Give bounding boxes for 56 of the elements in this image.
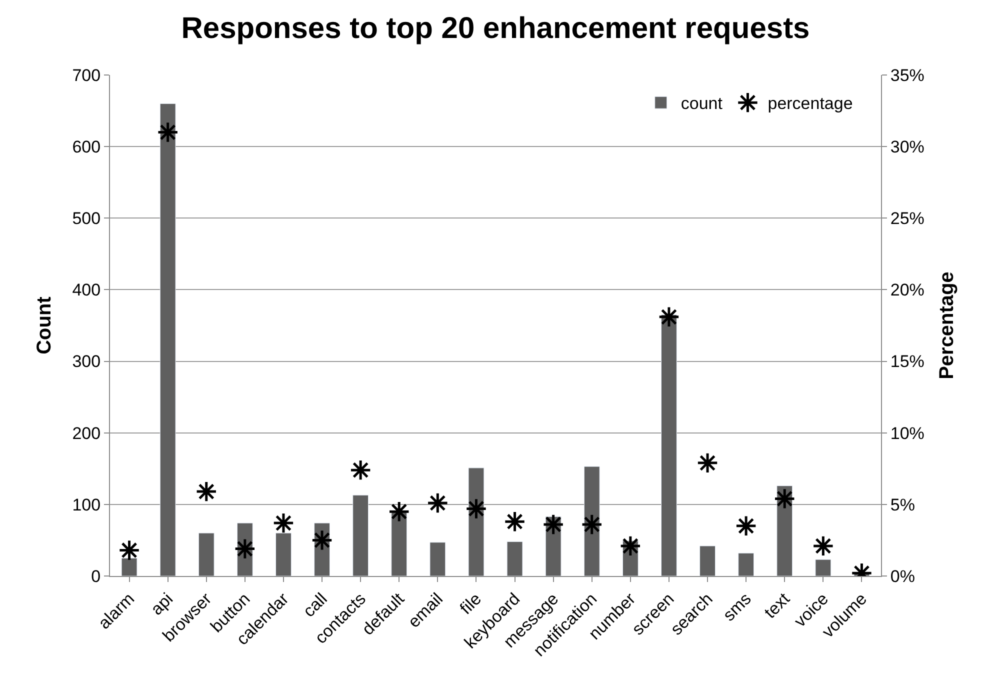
bar — [468, 468, 484, 576]
y-tick-label: 400 — [72, 280, 101, 300]
y2-axis-title: Percentage — [936, 272, 958, 380]
y-tick-label: 700 — [72, 66, 101, 85]
y-axis-title: Count — [34, 296, 56, 354]
point — [735, 515, 757, 537]
y2-tick-label: 20% — [890, 280, 924, 300]
point — [542, 514, 564, 536]
point — [156, 121, 179, 144]
point — [696, 452, 718, 474]
bar — [198, 532, 214, 576]
chart-title: Responses to top 20 enhancement requests — [181, 12, 810, 45]
y2-tick-label: 25% — [890, 209, 924, 228]
y2-tick-label: 5% — [890, 495, 915, 514]
bar — [276, 532, 292, 576]
point — [388, 500, 410, 522]
legend-label: count — [680, 94, 723, 114]
point — [504, 510, 526, 532]
point — [812, 535, 834, 557]
bar — [121, 558, 138, 576]
x-tick-label: text — [760, 589, 794, 622]
point — [426, 492, 449, 514]
y-tick-label: 500 — [72, 209, 101, 228]
y-tick-label: 200 — [72, 424, 101, 443]
y-tick-label: 0 — [91, 566, 101, 586]
bar — [391, 511, 408, 576]
y2-tick-label: 35% — [890, 66, 924, 85]
point — [581, 514, 603, 536]
point — [658, 306, 680, 328]
y-tick-label: 600 — [72, 138, 101, 157]
point — [272, 512, 294, 534]
bar — [352, 494, 369, 576]
point — [620, 535, 642, 557]
point — [311, 529, 333, 552]
y2-tick-label: 10% — [890, 424, 924, 443]
legend-label: percentage — [768, 94, 853, 114]
bar — [815, 559, 832, 576]
y-tick-label: 100 — [72, 495, 101, 514]
point — [118, 539, 140, 562]
point — [234, 538, 256, 560]
point — [774, 488, 796, 510]
bar — [700, 546, 716, 576]
y2-tick-label: 15% — [890, 352, 924, 372]
point — [465, 498, 488, 520]
y2-tick-label: 0% — [890, 566, 915, 586]
y2-tick-label: 30% — [890, 138, 924, 157]
bar — [584, 466, 600, 576]
x-tick-label: sms — [719, 589, 755, 625]
bar — [661, 314, 677, 576]
bar — [160, 103, 176, 576]
point — [350, 459, 372, 481]
bar — [506, 541, 523, 576]
y-tick-label: 300 — [72, 352, 101, 372]
bar — [738, 552, 754, 576]
bar — [430, 542, 446, 576]
point — [196, 480, 218, 502]
